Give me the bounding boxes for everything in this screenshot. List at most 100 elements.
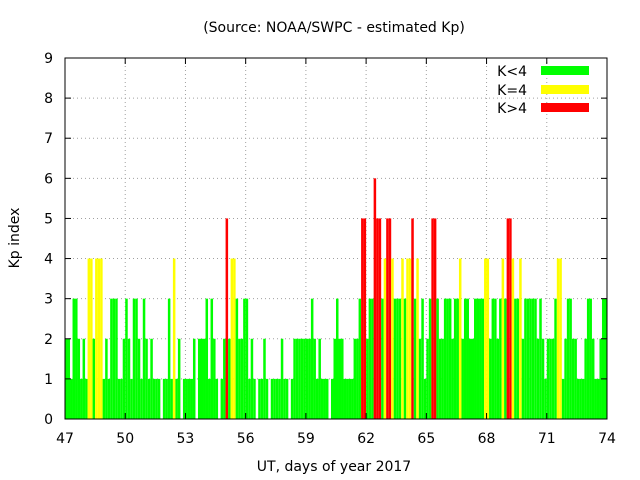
kp-bar-below-4 [122,338,126,419]
kp-bar-below-4 [295,338,299,419]
kp-bar-below-4 [554,298,557,419]
kp-bar-above-4 [386,218,389,419]
kp-bar-equals-4 [172,258,176,419]
kp-bar-below-4 [481,298,485,419]
kp-bar-below-4 [152,378,156,419]
kp-bar-below-4 [250,338,254,419]
kp-bar-below-4 [260,378,264,419]
legend: K<4 K=4 K>4 [497,64,589,117]
y-tick-label: 6 [44,171,53,187]
kp-bar-below-4 [137,338,141,419]
kp-bar-below-4 [285,378,289,419]
kp-bar-below-4 [438,338,442,419]
kp-bar-below-4 [348,378,352,419]
kp-bar-below-4 [491,298,495,419]
kp-bar-equals-4 [230,258,234,419]
y-tick-label: 8 [44,91,53,107]
kp-bar-below-4 [115,298,118,419]
legend-label-k-above-4: K>4 [497,101,527,117]
kp-bar-below-4 [162,378,166,419]
kp-bar-below-4 [426,338,429,419]
kp-bar-below-4 [589,298,592,419]
kp-bar-below-4 [574,338,577,419]
kp-bar-below-4 [318,338,321,419]
kp-bar-below-4 [368,298,372,419]
kp-bar-below-4 [270,378,274,419]
legend-label-k-below-4: K<4 [497,64,527,80]
kp-bar-below-4 [135,298,138,419]
kp-bar-above-4 [373,178,377,419]
chart-title: (Source: NOAA/SWPC - estimated Kp) [203,20,465,36]
kp-bar-equals-4 [416,258,419,419]
kp-bar-below-4 [177,338,181,419]
kp-bar-below-4 [187,378,191,419]
kp-bar-below-4 [476,298,480,419]
kp-bar-below-4 [235,298,239,419]
kp-bar-below-4 [504,298,507,419]
kp-bar-below-4 [325,378,329,419]
kp-bar-below-4 [320,378,324,419]
kp-bar-equals-4 [97,258,101,419]
kp-bar-below-4 [215,378,219,419]
kp-bar-below-4 [265,378,269,419]
kp-bar-equals-4 [100,258,103,419]
kp-bar-below-4 [150,338,153,419]
kp-bar-equals-4 [501,258,505,419]
kp-bar-below-4 [308,338,311,419]
y-tick-label: 4 [44,252,53,268]
kp-bar-below-4 [112,298,116,419]
x-tick-label: 47 [56,431,74,447]
kp-bar-below-4 [494,298,497,419]
kp-bar-below-4 [205,298,209,419]
kp-bar-below-4 [343,378,347,419]
kp-bar-below-4 [338,338,342,419]
kp-bar-below-4 [436,298,439,419]
kp-bar-below-4 [346,378,349,419]
kp-bar-below-4 [514,298,517,419]
legend-swatch-k-equals-4 [541,85,589,94]
kp-bar-below-4 [421,298,424,419]
kp-bar-below-4 [576,378,580,419]
kp-bar-below-4 [599,338,602,419]
kp-bar-below-4 [263,338,266,419]
x-tick-label: 56 [237,431,255,447]
kp-bar-equals-4 [90,258,93,419]
y-tick-label: 9 [44,51,53,67]
kp-bar-below-4 [77,338,81,419]
y-tick-label: 7 [44,131,53,147]
kp-bar-below-4 [275,378,279,419]
kp-bar-below-4 [586,298,590,419]
kp-bar-below-4 [496,338,500,419]
kp-bar-below-4 [223,338,226,419]
kp-bar-below-4 [238,338,241,419]
kp-bar-below-4 [581,378,585,419]
y-tick-label: 2 [44,332,53,348]
y-tick-label: 3 [44,292,53,308]
kp-bar-equals-4 [383,258,387,419]
kp-bar-below-4 [544,378,547,419]
x-tick-label: 65 [417,431,435,447]
x-tick-label: 53 [177,431,195,447]
kp-bar-below-4 [413,298,417,419]
kp-bar-above-4 [378,218,382,419]
kp-bar-below-4 [132,298,136,419]
kp-bar-below-4 [423,378,427,419]
y-axis-label: Kp index [7,208,23,269]
kp-bar-below-4 [351,378,354,419]
kp-bar-below-4 [333,338,336,419]
x-tick-label: 50 [116,431,134,447]
kp-bar-below-4 [80,378,83,419]
kp-bar-below-4 [120,378,123,419]
kp-bar-below-4 [157,378,161,419]
kp-bar-below-4 [536,338,540,419]
kp-bar-above-4 [363,218,367,419]
kp-bar-below-4 [571,338,575,419]
kp-bar-below-4 [546,338,550,419]
legend-label-k-equals-4: K=4 [497,83,527,99]
kp-bar-below-4 [561,378,565,419]
kp-bar-below-4 [381,298,384,419]
kp-bar-equals-4 [458,258,462,419]
kp-bar-below-4 [243,298,246,419]
kp-bar-below-4 [110,298,113,419]
